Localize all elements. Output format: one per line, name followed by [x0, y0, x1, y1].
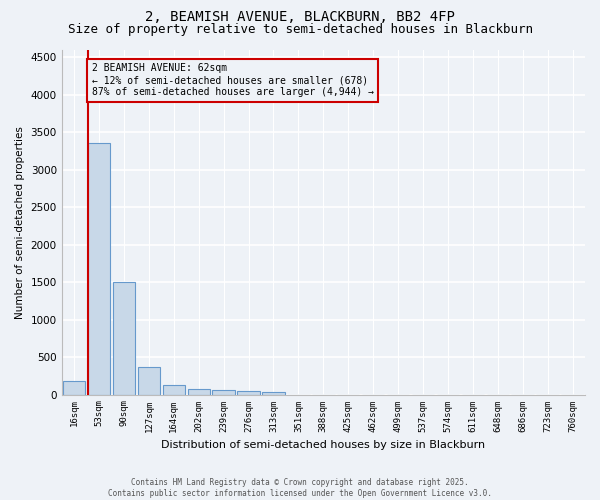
Bar — [238, 391, 260, 394]
Bar — [188, 389, 210, 394]
Bar — [262, 392, 285, 394]
X-axis label: Distribution of semi-detached houses by size in Blackburn: Distribution of semi-detached houses by … — [161, 440, 485, 450]
Text: Contains HM Land Registry data © Crown copyright and database right 2025.
Contai: Contains HM Land Registry data © Crown c… — [108, 478, 492, 498]
Text: 2, BEAMISH AVENUE, BLACKBURN, BB2 4FP: 2, BEAMISH AVENUE, BLACKBURN, BB2 4FP — [145, 10, 455, 24]
Bar — [113, 282, 135, 395]
Y-axis label: Number of semi-detached properties: Number of semi-detached properties — [15, 126, 25, 318]
Bar — [88, 143, 110, 395]
Text: Size of property relative to semi-detached houses in Blackburn: Size of property relative to semi-detach… — [67, 22, 533, 36]
Text: 2 BEAMISH AVENUE: 62sqm
← 12% of semi-detached houses are smaller (678)
87% of s: 2 BEAMISH AVENUE: 62sqm ← 12% of semi-de… — [92, 64, 374, 96]
Bar — [137, 367, 160, 394]
Bar — [63, 380, 85, 394]
Bar — [212, 390, 235, 394]
Bar — [163, 385, 185, 394]
